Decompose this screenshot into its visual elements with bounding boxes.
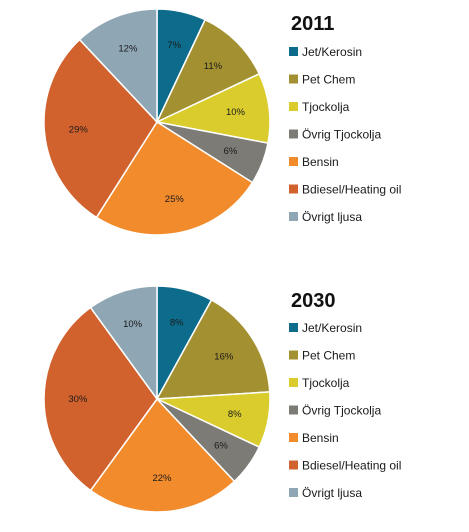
legend-swatch-2030-bensin bbox=[289, 433, 298, 442]
legend-swatch-2030-vrig-tjockolja bbox=[289, 405, 298, 415]
legend-swatch-2030-jet-kerosin bbox=[289, 323, 298, 332]
legend-label-2011-jet-kerosin: Jet/Kerosin bbox=[302, 45, 362, 59]
legend-label-2030-tjockolja: Tjockolja bbox=[302, 376, 350, 390]
legend-swatch-2011-bdiesel-heating-oil bbox=[289, 184, 298, 194]
slice-value-label-2030-tjockolja: 8% bbox=[228, 409, 242, 420]
legend-2030: Jet/Kerosin Pet Chem Tjockolja Övrig Tjocko… bbox=[289, 321, 401, 500]
slice-value-label-2030-jet-kerosin: 8% bbox=[170, 317, 184, 328]
chart-title-2030: 2030 bbox=[291, 290, 336, 312]
slice-value-label-2011-vrig-tjockolja: 6% bbox=[224, 146, 238, 157]
legend-swatch-2030-tjockolja bbox=[289, 378, 298, 387]
pie-slice-2011-pet-chem bbox=[155, 18, 261, 124]
slice-value-label-2011-tjockolja: 10% bbox=[226, 107, 246, 118]
pie-slice-2011-tjockolja bbox=[154, 72, 271, 145]
slice-value-label-2030-bensin: 22% bbox=[152, 473, 172, 484]
legend-label-2030-bdiesel-heating-oil: Bdiesel/Heating oil bbox=[302, 459, 401, 473]
slice-value-label-2030-vrig-tjockolja: 6% bbox=[214, 441, 228, 452]
pie-chart-2011: 2011 7% 11% 10% 6% 25% 29% 12% Jet/Kerosin Pet C… bbox=[43, 8, 401, 236]
slice-value-label-2011-bdiesel-heating-oil: 29% bbox=[69, 124, 89, 135]
legend-label-2011-vrigt-ljusa: Övrigt ljusa bbox=[302, 210, 362, 224]
legend-swatch-2030-vrigt-ljusa bbox=[289, 488, 298, 497]
pie-slice-2011-bdiesel-heating-oil bbox=[43, 38, 158, 219]
legend-label-2011-tjockolja: Tjockolja bbox=[302, 100, 350, 114]
legend-swatch-2011-vrig-tjockolja bbox=[289, 129, 298, 139]
pie-2030: 8% 16% 8% 6% 22% 30% 10% bbox=[43, 285, 271, 513]
legend-swatch-2011-vrigt-ljusa bbox=[289, 212, 298, 221]
pie-2011: 7% 11% 10% 6% 25% 29% 12% bbox=[43, 8, 271, 236]
slice-value-label-2011-jet-kerosin: 7% bbox=[167, 40, 181, 51]
legend-swatch-2011-bensin bbox=[289, 157, 298, 166]
slice-value-label-2011-pet-chem: 11% bbox=[204, 61, 223, 72]
legend-swatch-2030-pet-chem bbox=[289, 350, 298, 360]
pie-slice-2011-bensin bbox=[95, 120, 254, 236]
chart-title-2011: 2011 bbox=[291, 13, 334, 35]
legend-label-2030-jet-kerosin: Jet/Kerosin bbox=[302, 321, 362, 335]
legend-label-2011-bensin: Bensin bbox=[302, 155, 339, 169]
legend-label-2011-bdiesel-heating-oil: Bdiesel/Heating oil bbox=[302, 183, 401, 197]
legend-swatch-2011-jet-kerosin bbox=[289, 47, 298, 56]
legend-label-2030-vrigt-ljusa: Övrigt ljusa bbox=[302, 486, 362, 500]
slice-value-label-2030-bdiesel-heating-oil: 30% bbox=[68, 394, 88, 405]
slice-value-label-2011-bensin: 25% bbox=[165, 194, 185, 205]
pie-chart-2030: 2030 8% 16% 8% 6% 22% 30% 10% Jet/Kerosin Pet Ch… bbox=[43, 285, 401, 513]
slice-value-label-2030-vrigt-ljusa: 10% bbox=[123, 319, 143, 330]
legend-swatch-2011-tjockolja bbox=[289, 102, 298, 111]
pie-slice-2030-pet-chem bbox=[155, 298, 271, 400]
legend-label-2030-vrig-tjockolja: Övrig Tjockolja bbox=[302, 404, 381, 418]
legend-label-2011-vrig-tjockolja: Övrig Tjockolja bbox=[302, 128, 381, 142]
legend-swatch-2011-pet-chem bbox=[289, 74, 298, 84]
pie-slice-2030-vrigt-ljusa bbox=[89, 285, 158, 402]
legend-label-2011-pet-chem: Pet Chem bbox=[302, 73, 355, 87]
legend-2011: Jet/Kerosin Pet Chem Tjockolja Övrig Tjocko… bbox=[289, 45, 401, 224]
legend-label-2030-bensin: Bensin bbox=[302, 431, 339, 445]
pie-slice-2030-bensin bbox=[89, 397, 236, 513]
pie-slice-2011-vrigt-ljusa bbox=[78, 8, 158, 124]
legend-label-2030-pet-chem: Pet Chem bbox=[302, 349, 355, 363]
pie-slice-2030-bdiesel-heating-oil bbox=[43, 306, 158, 492]
slice-value-label-2011-vrigt-ljusa: 12% bbox=[118, 44, 138, 55]
legend-swatch-2030-bdiesel-heating-oil bbox=[289, 460, 298, 470]
slice-value-label-2030-pet-chem: 16% bbox=[214, 352, 234, 363]
